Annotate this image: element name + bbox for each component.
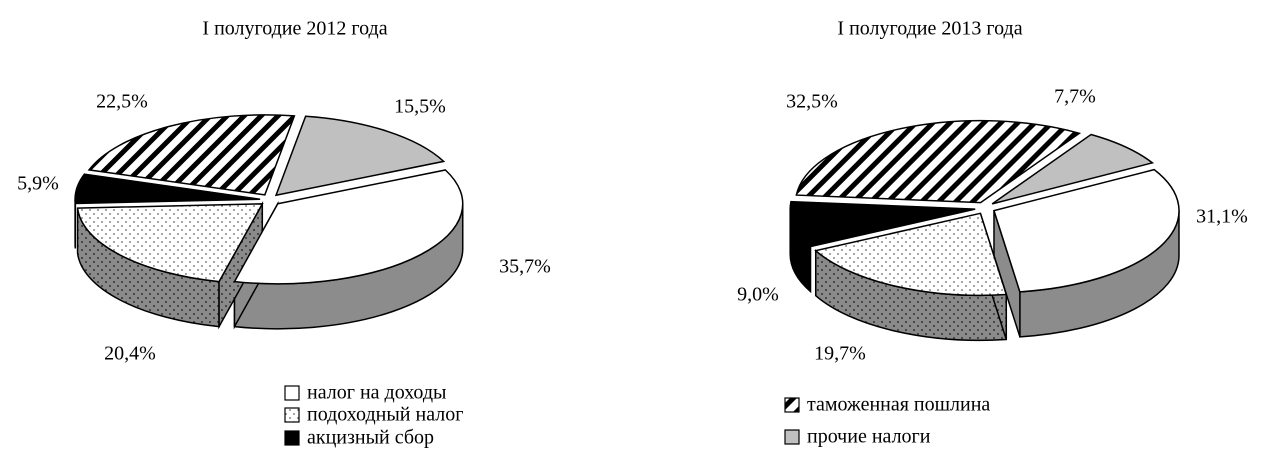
chart-title: I полугодие 2013 года [837,18,1022,40]
legend-label: налог на доходы [307,382,446,404]
value-label: 5,9% [17,173,59,195]
chart-title: I полугодие 2012 года [202,18,387,40]
legend-label: акцизный сбор [307,427,434,449]
legend-label: таможенная пошлина [807,394,990,416]
legend-swatch [285,408,299,422]
value-label: 31,1% [1196,206,1248,228]
value-label: 15,5% [394,96,446,118]
legend-swatch [285,431,299,445]
value-label: 20,4% [104,343,156,365]
value-label: 9,0% [737,284,779,306]
value-label: 7,7% [1054,86,1096,108]
value-label: 22,5% [96,91,148,113]
value-label: 32,5% [786,91,838,113]
legend-swatch [785,430,799,444]
legend-swatch [285,386,299,400]
legend-swatch [785,398,799,412]
legend-label: прочие налоги [807,426,931,448]
value-label: 35,7% [499,256,551,278]
value-label: 19,7% [814,343,866,365]
legend-label: подоходный налог [307,404,463,426]
